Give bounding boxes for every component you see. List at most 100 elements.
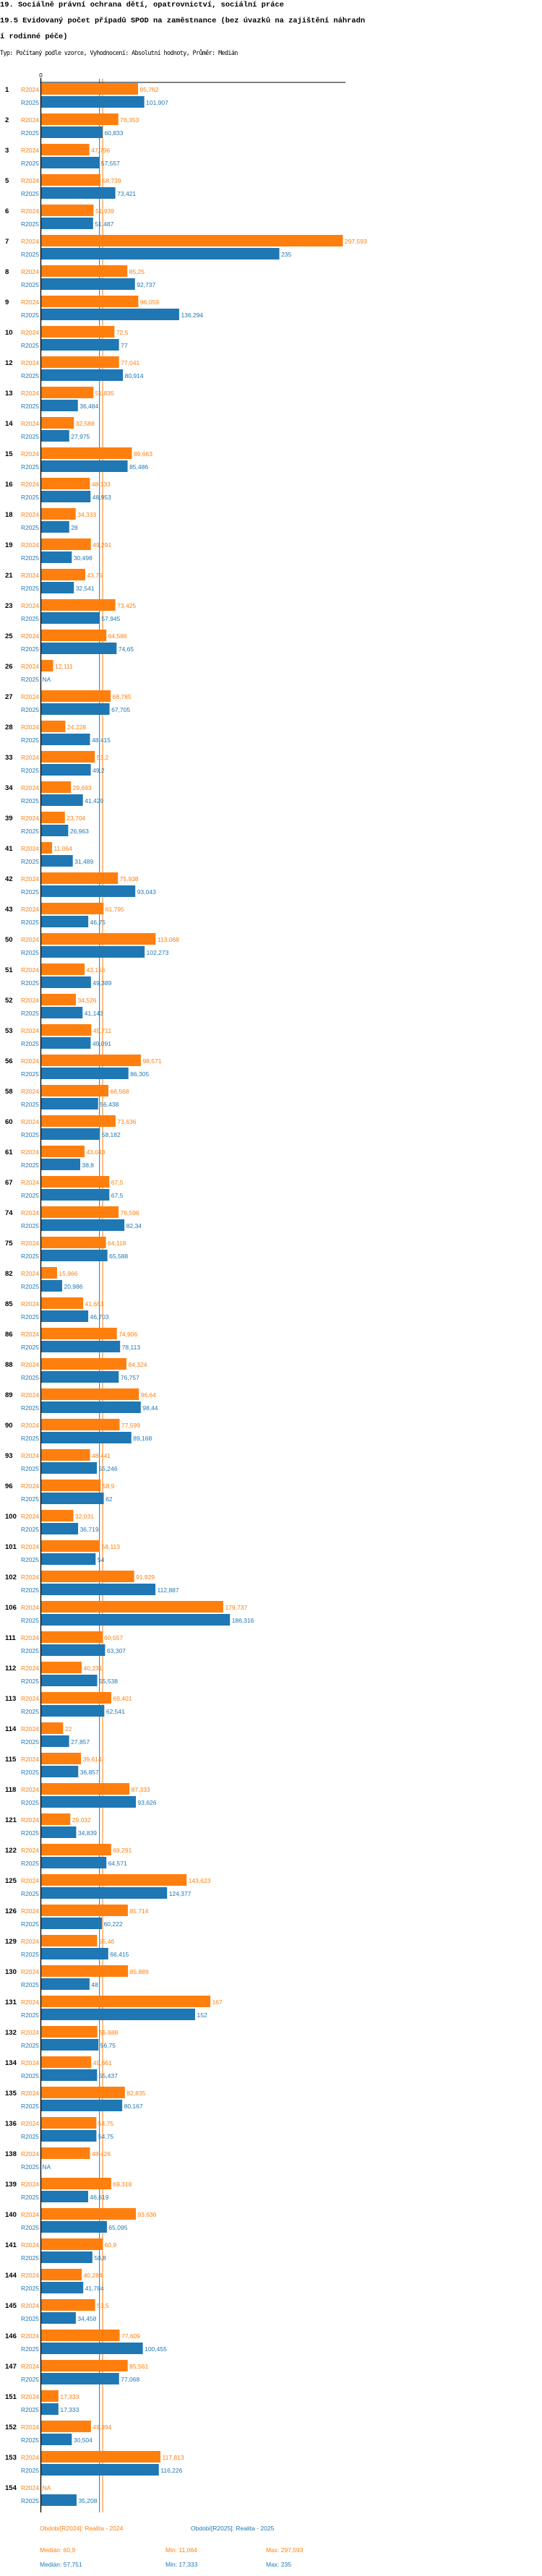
series-label: R2025 bbox=[21, 1799, 39, 1806]
value-label: 15,966 bbox=[59, 1270, 77, 1277]
bar-r2025 bbox=[40, 1037, 91, 1049]
series-label: R2024 bbox=[21, 299, 39, 306]
series-label: R2025 bbox=[21, 1981, 39, 1988]
series-label: R2025 bbox=[21, 676, 39, 683]
series-label: R2024 bbox=[21, 1422, 39, 1429]
series-label: R2025 bbox=[21, 706, 39, 713]
series-label: R2024 bbox=[21, 481, 39, 488]
category-label: 14 bbox=[5, 420, 13, 428]
category-label: 152 bbox=[5, 2423, 17, 2431]
bar-r2025 bbox=[40, 1948, 108, 1959]
bar-r2024 bbox=[40, 812, 65, 823]
series-label: R2025 bbox=[21, 2497, 39, 2504]
series-label: R2024 bbox=[21, 784, 39, 791]
value-label: 68,785 bbox=[113, 693, 132, 700]
category-label: 113 bbox=[5, 1695, 16, 1703]
bar-r2024 bbox=[40, 1692, 111, 1704]
value-label: 85,889 bbox=[130, 1968, 149, 1975]
category-label: 90 bbox=[5, 1422, 13, 1430]
value-label: 113,068 bbox=[158, 936, 179, 943]
bar-r2024 bbox=[40, 1055, 141, 1066]
series-label: R2024 bbox=[21, 147, 39, 154]
series-label: R2025 bbox=[21, 2194, 39, 2201]
series-label: R2025 bbox=[21, 524, 39, 531]
bar-r2024 bbox=[40, 630, 107, 641]
category-label: 42 bbox=[5, 875, 13, 883]
bar-r2025 bbox=[40, 885, 136, 897]
series-label: R2024 bbox=[21, 2029, 39, 2036]
bar-r2024 bbox=[40, 2238, 103, 2250]
value-label: 48,953 bbox=[93, 494, 111, 501]
series-label: R2024 bbox=[21, 875, 39, 883]
bar-r2025 bbox=[40, 2221, 107, 2233]
bar-r2025 bbox=[40, 2039, 99, 2051]
category-label: 3 bbox=[5, 147, 9, 155]
series-label: R2024 bbox=[21, 1695, 39, 1702]
stat-median-r2024: Medián: 60,9 bbox=[40, 2546, 75, 2554]
value-label: 49,394 bbox=[93, 2423, 111, 2431]
value-label: 48,441 bbox=[92, 1452, 111, 1459]
value-label: 235 bbox=[281, 251, 291, 258]
series-label: R2025 bbox=[21, 494, 39, 501]
value-label: 57,945 bbox=[101, 615, 120, 622]
bar-r2024 bbox=[40, 690, 111, 702]
category-label: 52 bbox=[5, 997, 13, 1005]
category-label: 135 bbox=[5, 2090, 17, 2098]
bar-r2025 bbox=[40, 1068, 129, 1079]
series-label: R2025 bbox=[21, 2315, 39, 2322]
series-label: R2025 bbox=[21, 1222, 39, 1229]
value-label: 85,714 bbox=[129, 1907, 148, 1915]
series-label: R2025 bbox=[21, 2133, 39, 2140]
series-label: R2024 bbox=[21, 359, 39, 366]
value-label: 84,324 bbox=[128, 1361, 147, 1368]
bar-r2025 bbox=[40, 855, 73, 867]
value-label: 58,182 bbox=[102, 1131, 121, 1138]
bar-r2024 bbox=[40, 2178, 111, 2189]
value-label: 186,316 bbox=[232, 1617, 254, 1624]
series-label: R2024 bbox=[21, 1786, 39, 1793]
bar-r2025 bbox=[40, 1766, 79, 1777]
bar-r2025 bbox=[40, 1735, 69, 1747]
series-label: R2024 bbox=[21, 2484, 39, 2491]
category-label: 136 bbox=[5, 2120, 17, 2128]
category-label: 1 bbox=[5, 86, 9, 94]
bar-r2025 bbox=[40, 339, 119, 351]
value-label: 116,226 bbox=[160, 2467, 182, 2474]
value-label-na: NA bbox=[43, 2163, 51, 2171]
bar-r2025 bbox=[40, 521, 69, 533]
bar-r2024 bbox=[40, 1085, 109, 1096]
series-label: R2024 bbox=[21, 997, 39, 1004]
value-label: 102,273 bbox=[147, 949, 169, 956]
value-label: 62 bbox=[106, 1495, 113, 1503]
value-label: 56,438 bbox=[100, 1101, 119, 1108]
value-label: 77,041 bbox=[121, 359, 139, 366]
value-label: 46,75 bbox=[90, 919, 106, 926]
value-label: 67,5 bbox=[111, 1192, 124, 1199]
value-label: 101,907 bbox=[146, 99, 168, 106]
value-label: 47,796 bbox=[91, 147, 110, 154]
value-label: 143,623 bbox=[189, 1877, 211, 1884]
series-label: R2025 bbox=[21, 281, 39, 288]
series-label: R2024 bbox=[21, 1634, 39, 1641]
series-label: R2025 bbox=[21, 888, 39, 896]
category-label: 28 bbox=[5, 724, 13, 731]
value-label: 60,557 bbox=[104, 1634, 123, 1641]
bar-r2025 bbox=[40, 1857, 107, 1868]
bar-r2025 bbox=[40, 976, 91, 988]
category-label: 151 bbox=[5, 2393, 17, 2401]
series-label: R2025 bbox=[21, 1435, 39, 1442]
bar-r2025 bbox=[40, 2494, 77, 2506]
value-label: 30,498 bbox=[74, 554, 93, 562]
value-label: 73,425 bbox=[117, 602, 136, 609]
series-label: R2025 bbox=[21, 1829, 39, 1837]
series-label: R2025 bbox=[21, 1951, 39, 1958]
bar-r2025 bbox=[40, 1705, 105, 1717]
series-label: R2025 bbox=[21, 1313, 39, 1321]
series-label: R2024 bbox=[21, 1179, 39, 1186]
bar-r2024 bbox=[40, 1146, 85, 1157]
bar-r2024 bbox=[40, 721, 66, 732]
value-label: 55,246 bbox=[99, 1465, 118, 1472]
series-label: R2025 bbox=[21, 737, 39, 744]
value-label: 58,739 bbox=[103, 177, 121, 184]
series-label: R2025 bbox=[21, 1131, 39, 1138]
